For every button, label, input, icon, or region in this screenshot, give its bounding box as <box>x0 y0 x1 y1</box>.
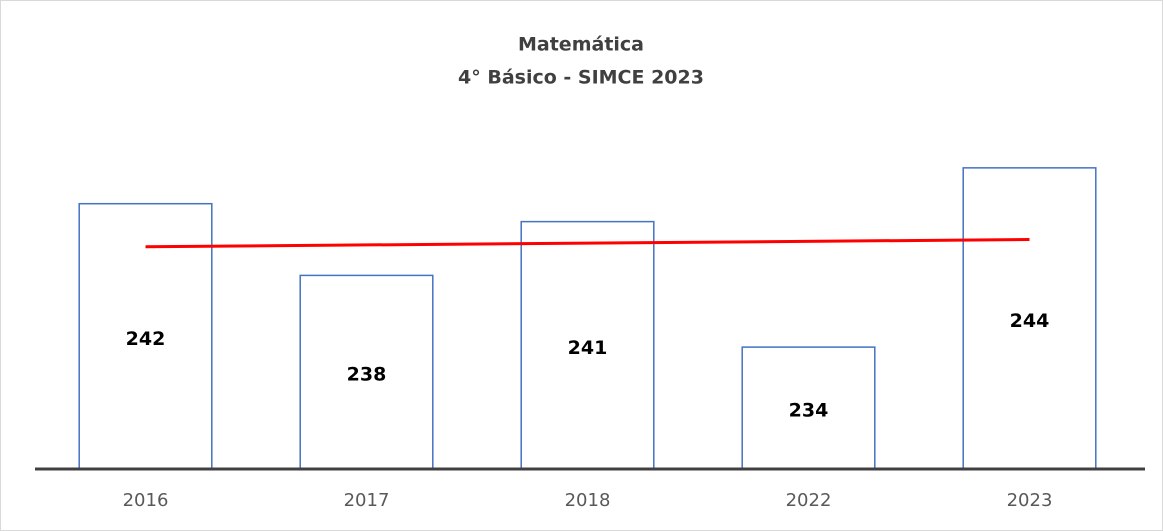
data-label: 238 <box>347 364 387 386</box>
chart-title: Matemática <box>518 34 644 56</box>
x-tick-label: 2023 <box>1007 490 1053 511</box>
bar <box>741 346 876 470</box>
x-tick-label: 2022 <box>786 490 832 511</box>
data-label: 242 <box>126 328 166 350</box>
x-tick-label: 2018 <box>565 490 611 511</box>
x-tick-label: 2017 <box>344 490 390 511</box>
chart-subtitle: 4° Básico - SIMCE 2023 <box>458 67 704 89</box>
data-label: 234 <box>789 400 829 422</box>
trend-line <box>145 238 1030 249</box>
bar <box>299 274 434 470</box>
x-tick-label: 2016 <box>123 490 169 511</box>
data-label: 241 <box>568 337 608 359</box>
bar <box>78 202 213 470</box>
data-label: 244 <box>1010 310 1050 332</box>
bar <box>520 220 655 470</box>
bar <box>962 167 1097 470</box>
